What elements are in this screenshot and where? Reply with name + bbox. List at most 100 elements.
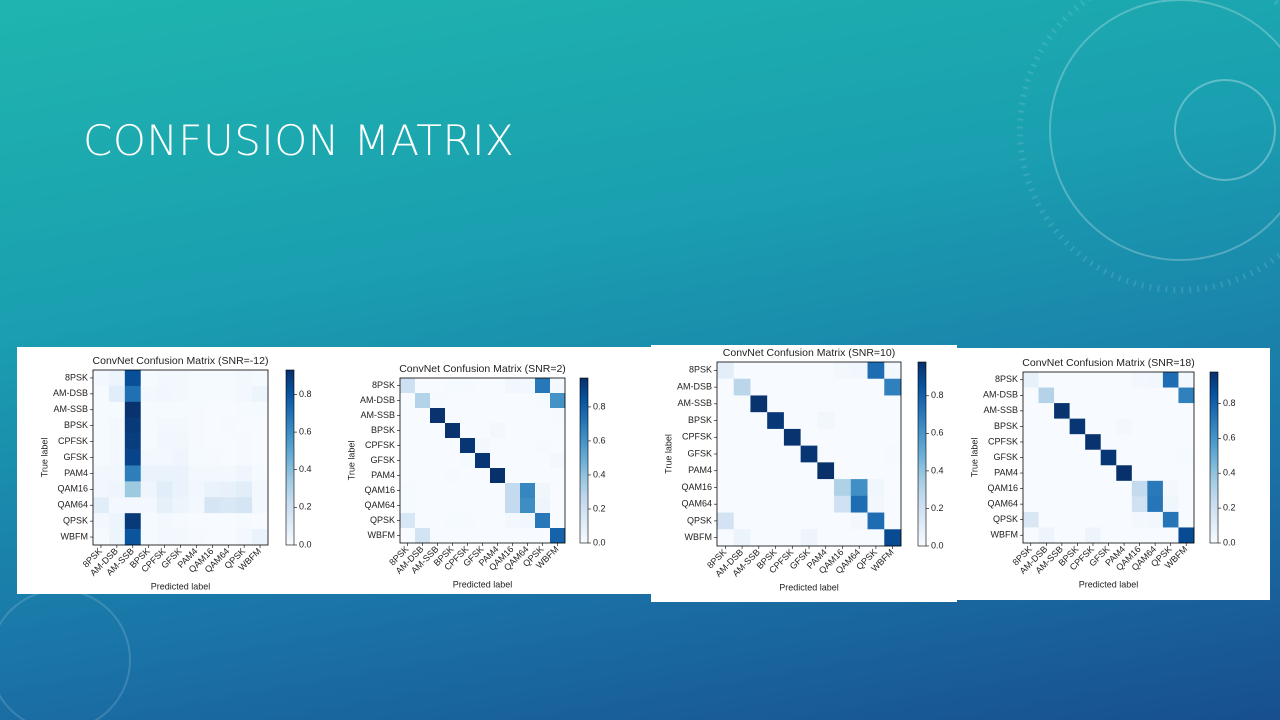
colorbar-tick-label: 0.2 xyxy=(593,503,606,513)
heatmap-cell xyxy=(867,462,885,480)
heatmap-cell xyxy=(490,393,506,409)
heatmap-cell xyxy=(490,438,506,454)
y-tick-label: GFSK xyxy=(63,452,88,462)
heatmap-cell xyxy=(1131,434,1148,451)
heatmap-cell xyxy=(475,528,491,544)
heatmap-cell xyxy=(505,438,521,454)
y-tick-label: BPSK xyxy=(371,425,395,435)
heatmap-cell xyxy=(1131,465,1148,482)
heatmap-cell xyxy=(1178,418,1195,435)
heatmap-cell xyxy=(1162,496,1179,513)
heatmap-cell xyxy=(415,408,431,424)
heatmap-cell xyxy=(172,465,189,482)
heatmap-cell xyxy=(1162,449,1179,466)
heatmap-cell xyxy=(733,412,751,430)
heatmap-cell xyxy=(140,513,157,530)
colorbar-tick-label: 0.6 xyxy=(1223,433,1236,443)
colorbar-tick-label: 0.6 xyxy=(299,426,312,436)
heatmap-cell xyxy=(445,468,461,484)
heatmap-cell xyxy=(800,362,818,380)
heatmap-cell xyxy=(140,497,157,514)
heatmap-cell xyxy=(717,428,735,446)
heatmap-cell xyxy=(475,438,491,454)
heatmap-cell xyxy=(867,495,885,513)
heatmap-cell xyxy=(717,462,735,480)
heatmap-cell xyxy=(800,412,818,430)
heatmap-cell xyxy=(475,408,491,424)
heatmap-cell xyxy=(767,395,785,413)
heatmap-cell xyxy=(220,370,237,387)
heatmap-cell xyxy=(783,412,801,430)
heatmap-cell xyxy=(172,449,189,466)
heatmap-cell xyxy=(520,423,536,439)
heatmap-cell xyxy=(490,408,506,424)
heatmap-cell xyxy=(1131,418,1148,435)
heatmap-cell xyxy=(156,465,173,482)
heatmap-cell xyxy=(172,370,189,387)
heatmap-cell xyxy=(717,479,735,497)
heatmap-cell xyxy=(1116,372,1133,388)
heatmap-cell xyxy=(717,512,735,530)
heatmap-cell xyxy=(1100,403,1117,419)
heatmap-cell xyxy=(236,433,253,450)
colorbar-tick-label: 0.6 xyxy=(931,428,944,438)
heatmap-cell xyxy=(415,438,431,454)
heatmap-cell xyxy=(1178,434,1195,451)
heatmap-cell xyxy=(535,408,551,424)
heatmap-cell xyxy=(236,370,253,387)
heatmap-cell xyxy=(1054,496,1070,513)
colorbar-tick-label: 0.4 xyxy=(593,469,606,479)
heatmap-cell xyxy=(400,528,416,544)
y-tick-label: WBFM xyxy=(685,532,713,542)
heatmap-cell xyxy=(520,408,536,424)
heatmap-cell xyxy=(1147,372,1164,388)
x-axis-label: Predicted label xyxy=(151,581,211,591)
y-tick-label: QAM16 xyxy=(681,482,712,492)
heatmap-cell xyxy=(867,428,885,446)
heatmap-cell xyxy=(220,417,237,434)
heatmap-cell xyxy=(108,401,126,419)
heatmap-cell xyxy=(415,498,431,514)
heatmap-cell xyxy=(1100,372,1117,388)
heatmap-cell xyxy=(475,513,491,529)
heatmap-cell xyxy=(1162,480,1179,497)
y-tick-label: AM-SSB xyxy=(53,404,88,414)
heatmap-cell xyxy=(850,512,868,530)
heatmap-cell xyxy=(204,401,221,419)
heatmap-cell xyxy=(400,483,416,499)
heatmap-cell xyxy=(1162,511,1179,528)
y-tick-label: GFSK xyxy=(370,455,395,465)
heatmap-cell xyxy=(717,495,735,513)
heatmap-cell xyxy=(834,395,852,413)
heatmap-cell xyxy=(460,378,476,394)
heatmap-cell xyxy=(415,483,431,499)
heatmap-cell xyxy=(415,378,431,394)
heatmap-cell xyxy=(1178,465,1195,482)
heatmap-cell xyxy=(460,498,476,514)
heatmap-cell xyxy=(834,462,852,480)
heatmap-cell xyxy=(415,423,431,439)
heatmap-cell xyxy=(800,428,818,446)
heatmap-cell xyxy=(867,412,885,430)
heatmap-cell xyxy=(220,433,237,450)
heatmap-cell xyxy=(1178,449,1195,466)
heatmap-cell xyxy=(505,453,521,469)
heatmap-cell xyxy=(867,395,885,413)
heatmap-cell xyxy=(445,378,461,394)
heatmap-cell xyxy=(415,453,431,469)
heatmap-cell xyxy=(93,497,110,514)
heatmap-cell xyxy=(884,445,902,463)
heatmap-cell xyxy=(220,529,237,546)
heatmap-cell xyxy=(505,468,521,484)
heatmap-cell xyxy=(1054,434,1070,451)
heatmap-cell xyxy=(400,468,416,484)
heatmap-cell xyxy=(1147,465,1164,482)
heatmap-cell xyxy=(172,433,189,450)
heatmap-cell xyxy=(1023,403,1039,419)
heatmap-cell xyxy=(1147,480,1164,497)
heatmap-cell xyxy=(445,423,461,439)
heatmap-cell xyxy=(783,462,801,480)
heatmap-cell xyxy=(1162,527,1179,544)
